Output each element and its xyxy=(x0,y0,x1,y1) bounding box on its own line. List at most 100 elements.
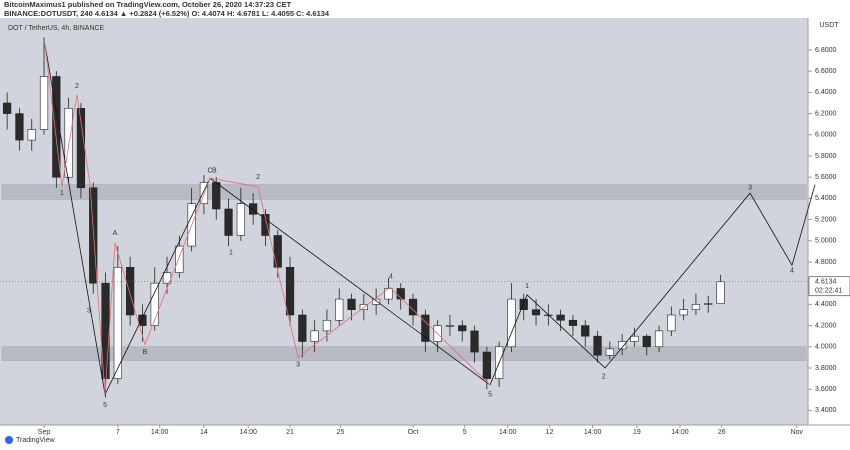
candle-body xyxy=(249,203,258,215)
wave-line xyxy=(44,44,816,396)
wave-label: 5 xyxy=(488,391,492,398)
candle xyxy=(654,325,664,353)
x-tick-label: 14:00 xyxy=(151,429,169,436)
x-tick-label: 26 xyxy=(718,429,726,436)
candle-body xyxy=(654,330,664,348)
candle-body xyxy=(138,314,147,326)
wave-label: B xyxy=(143,349,148,356)
chart-title: DOT / TetherUS, 4h, BINANCE xyxy=(8,25,105,32)
wave-label: 1 xyxy=(60,190,64,197)
candle-body xyxy=(519,298,528,310)
candle-body xyxy=(298,314,307,342)
candle xyxy=(581,320,590,347)
candle-body xyxy=(261,213,270,236)
candle-body xyxy=(89,187,98,284)
candle-body xyxy=(716,281,725,304)
candle-body xyxy=(64,108,73,178)
footer-text: TradingView xyxy=(16,437,55,444)
candle xyxy=(335,288,344,326)
logo-icon xyxy=(5,436,13,444)
candle-body xyxy=(347,298,356,310)
wave-label: C xyxy=(208,168,213,175)
candle xyxy=(52,71,61,188)
last-price-label: 4.6134 xyxy=(815,279,837,286)
candle xyxy=(285,256,295,326)
wave-label: 3 xyxy=(296,362,300,369)
candle-body xyxy=(470,330,479,353)
wave-label: 5 xyxy=(103,402,107,409)
candle-body xyxy=(581,325,590,337)
candle xyxy=(322,309,332,342)
wave-line xyxy=(44,44,491,395)
candle-body xyxy=(421,314,430,342)
candle-body xyxy=(322,319,332,332)
candle-body xyxy=(224,208,233,236)
x-tick-label: 21 xyxy=(286,429,294,436)
candle xyxy=(27,118,36,151)
candle-body xyxy=(618,341,627,350)
candle xyxy=(347,293,356,321)
y-tick-label: 6.6000 xyxy=(815,68,837,75)
candle-body xyxy=(531,309,541,316)
wave-label: 2 xyxy=(75,83,79,90)
wave-label: A xyxy=(113,230,118,237)
candle-body xyxy=(605,348,614,356)
candle-body xyxy=(384,288,393,300)
candle xyxy=(15,108,24,151)
candle xyxy=(691,293,701,315)
candle-body xyxy=(126,266,135,316)
candle-body xyxy=(372,298,381,305)
y-tick-label: 3.6000 xyxy=(815,386,837,393)
y-tick-label: 5.0000 xyxy=(815,238,837,245)
x-tick-label: 5 xyxy=(463,429,467,436)
wave-label: B xyxy=(212,168,217,175)
candle xyxy=(372,288,381,315)
candle xyxy=(445,314,455,337)
wave-label: 1 xyxy=(229,249,233,256)
candle xyxy=(556,309,565,331)
y-tick-label: 3.8000 xyxy=(815,365,837,372)
candle xyxy=(249,193,258,225)
countdown: 02:22:41 xyxy=(815,288,842,295)
y-tick-label: 4.0000 xyxy=(815,344,837,351)
x-tick-label: 19 xyxy=(633,429,641,436)
candle-body xyxy=(458,325,467,332)
y-tick-label: 5.8000 xyxy=(815,153,837,160)
candle xyxy=(236,187,245,241)
candle-body xyxy=(27,129,36,141)
candle-body xyxy=(310,330,319,342)
y-tick-label: 6.0000 xyxy=(815,132,837,139)
candle-body xyxy=(408,298,418,316)
wave-label: 1 xyxy=(525,283,529,290)
candle-body xyxy=(642,335,651,348)
y-tick-label: 4.8000 xyxy=(815,259,837,266)
candle-body xyxy=(285,266,295,316)
y-tick-label: 5.2000 xyxy=(815,216,837,223)
wave-label: 4 xyxy=(90,189,94,196)
candle xyxy=(39,37,49,135)
candle xyxy=(421,309,430,353)
y-tick-label: 5.6000 xyxy=(815,174,837,181)
candle-body xyxy=(175,245,184,273)
footer-logo[interactable]: TradingView xyxy=(5,436,55,444)
candle-body xyxy=(273,235,282,268)
candle xyxy=(470,325,479,363)
candle xyxy=(310,320,319,353)
candle-body xyxy=(482,351,491,379)
candle xyxy=(261,208,270,247)
candle xyxy=(618,334,627,356)
wave-label: 2 xyxy=(256,174,260,181)
candle xyxy=(593,330,602,363)
x-tick-label: 12 xyxy=(546,429,554,436)
candle-body xyxy=(630,335,639,342)
candle xyxy=(113,246,122,384)
x-tick-label: 14:00 xyxy=(584,429,602,436)
candle-body xyxy=(3,102,12,114)
x-tick-label: 7 xyxy=(116,429,120,436)
candle-body xyxy=(335,298,344,321)
candle-body xyxy=(236,203,245,236)
candle xyxy=(605,341,614,360)
x-tick-label: 14:00 xyxy=(239,429,257,436)
wave-label: 2 xyxy=(602,373,606,380)
